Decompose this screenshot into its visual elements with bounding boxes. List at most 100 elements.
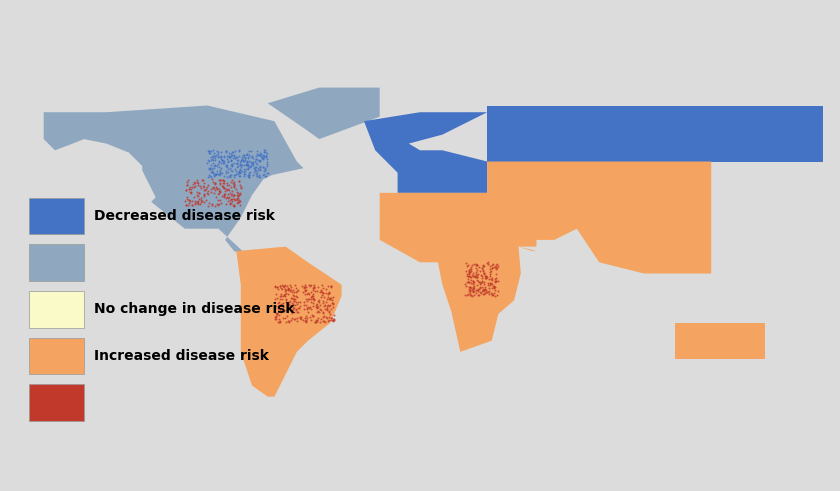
Point <box>237 172 250 180</box>
Point <box>226 191 239 198</box>
Point <box>207 162 220 169</box>
Point <box>257 170 270 178</box>
Point <box>281 312 294 320</box>
Point <box>192 195 206 203</box>
Point <box>679 116 692 124</box>
Point <box>219 148 233 156</box>
Point <box>256 151 270 159</box>
Point <box>210 184 223 192</box>
Point <box>676 122 690 130</box>
Point <box>317 289 330 297</box>
Point <box>675 136 688 144</box>
Point <box>486 284 499 292</box>
Point <box>230 156 244 164</box>
Point <box>261 169 275 177</box>
Point <box>241 158 255 166</box>
Point <box>322 313 335 321</box>
Point <box>293 313 307 321</box>
Point <box>709 135 722 143</box>
Point <box>288 315 302 323</box>
Point <box>240 150 254 158</box>
Point <box>215 192 228 200</box>
Point <box>302 290 316 298</box>
Point <box>181 196 195 204</box>
Point <box>268 315 281 323</box>
Point <box>248 164 261 172</box>
Point <box>683 117 696 125</box>
Point <box>286 299 299 307</box>
Point <box>706 142 720 150</box>
Point <box>719 118 732 126</box>
Point <box>195 198 208 206</box>
Point <box>196 182 209 190</box>
Point <box>290 287 303 295</box>
Point <box>699 137 712 145</box>
Point <box>271 299 285 307</box>
Point <box>205 153 218 161</box>
Point <box>484 272 497 280</box>
Point <box>720 126 733 134</box>
Point <box>237 168 250 176</box>
Polygon shape <box>268 87 380 139</box>
Point <box>709 124 722 132</box>
Point <box>215 169 228 177</box>
Point <box>715 123 728 131</box>
Point <box>227 183 240 191</box>
Point <box>470 286 484 294</box>
Point <box>249 170 263 178</box>
Point <box>302 281 316 289</box>
Point <box>318 317 331 325</box>
Point <box>243 151 256 159</box>
Point <box>201 181 214 189</box>
Point <box>280 318 293 326</box>
Point <box>270 314 283 322</box>
Point <box>696 124 710 132</box>
Point <box>485 291 498 299</box>
Point <box>309 316 323 324</box>
Point <box>217 157 230 164</box>
Point <box>230 159 244 167</box>
Point <box>242 169 255 177</box>
Point <box>201 160 214 167</box>
Point <box>484 289 497 297</box>
Point <box>226 148 239 156</box>
Point <box>259 148 272 156</box>
Point <box>245 152 259 160</box>
Point <box>213 190 226 197</box>
Point <box>232 162 245 170</box>
Point <box>280 297 293 304</box>
Point <box>470 271 484 278</box>
Point <box>682 139 696 147</box>
Point <box>461 272 475 279</box>
Point <box>243 168 256 176</box>
Point <box>685 145 698 153</box>
Point <box>488 277 501 285</box>
Point <box>303 282 317 290</box>
Point <box>722 119 736 127</box>
Point <box>221 161 234 169</box>
Point <box>208 202 222 210</box>
Point <box>269 282 282 290</box>
Point <box>222 152 235 160</box>
Point <box>475 274 489 282</box>
Point <box>258 153 271 161</box>
Point <box>226 179 239 187</box>
Point <box>319 313 333 321</box>
Point <box>317 293 330 300</box>
Point <box>214 199 228 207</box>
Point <box>478 285 491 293</box>
Point <box>722 145 735 153</box>
Point <box>470 290 483 298</box>
Point <box>490 265 503 273</box>
Point <box>473 278 486 286</box>
Point <box>693 135 706 143</box>
Point <box>292 304 306 312</box>
Point <box>707 146 721 154</box>
Point <box>467 278 480 286</box>
Point <box>220 164 234 171</box>
Point <box>724 118 738 126</box>
Point <box>722 141 735 149</box>
Point <box>269 295 282 303</box>
Point <box>307 301 320 309</box>
Point <box>224 183 238 191</box>
